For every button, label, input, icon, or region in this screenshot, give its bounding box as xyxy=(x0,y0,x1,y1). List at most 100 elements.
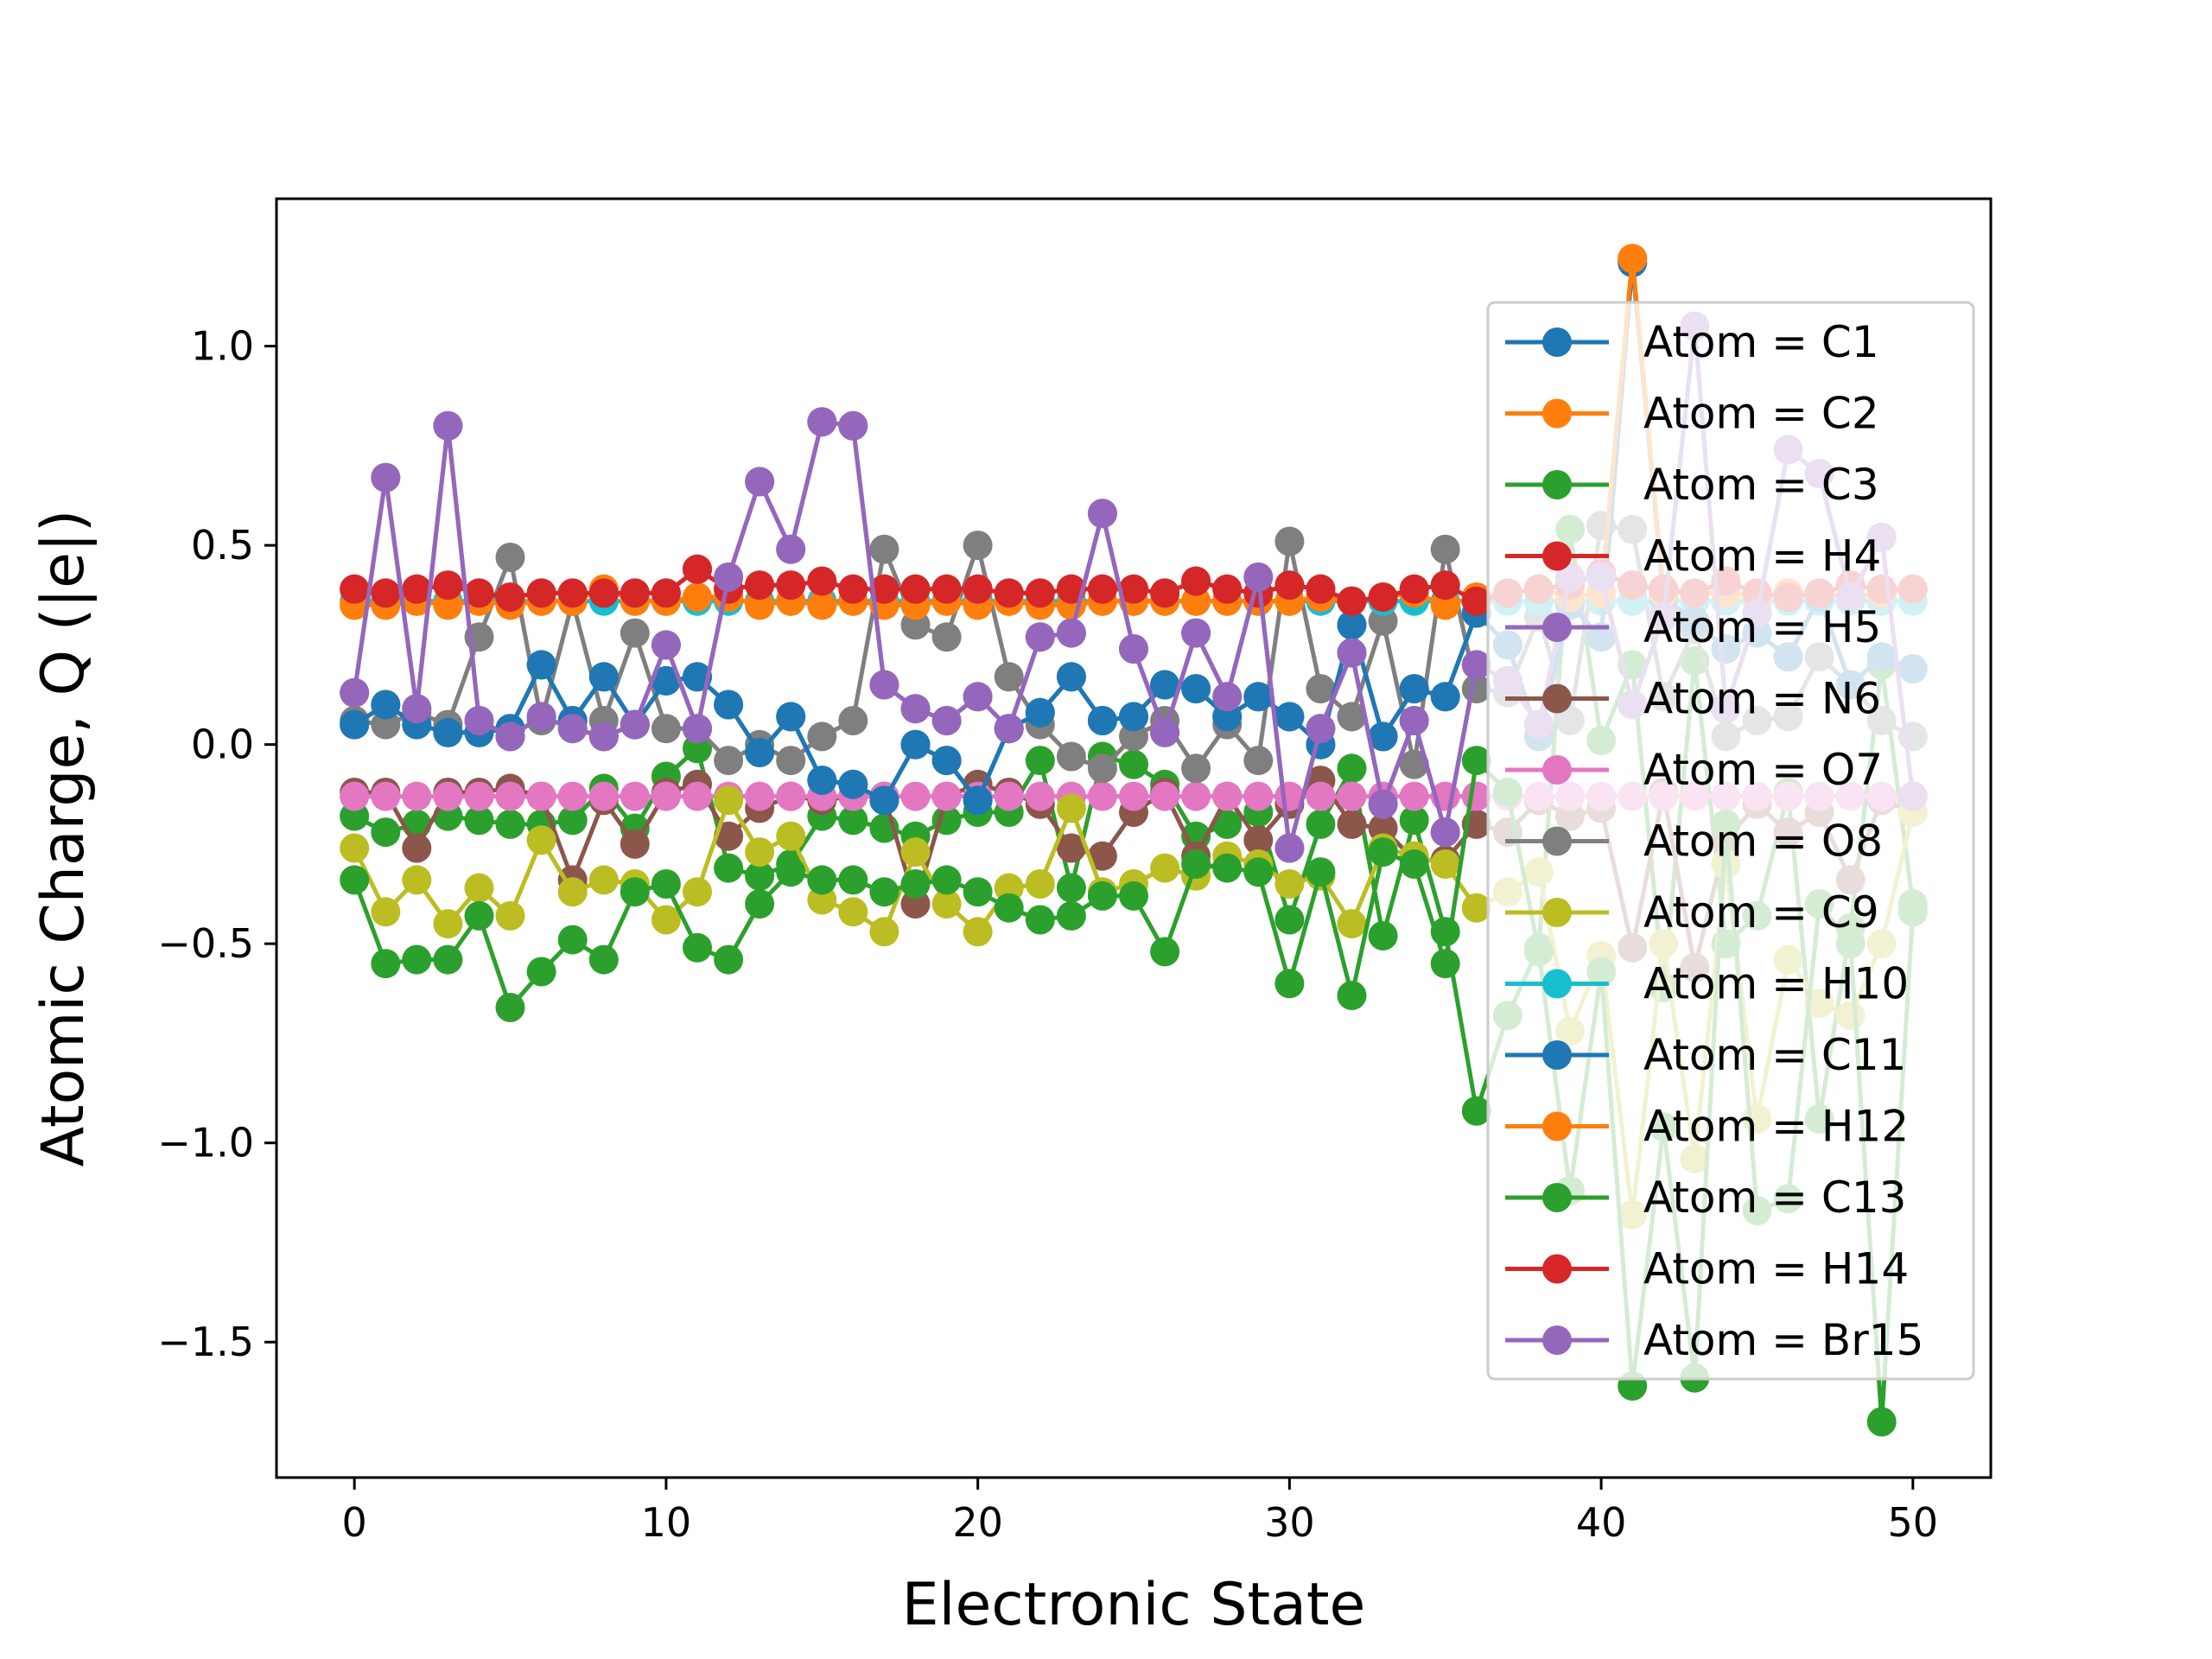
data-point xyxy=(620,618,650,648)
data-point xyxy=(1243,781,1274,811)
data-point xyxy=(1274,702,1305,732)
legend-marker xyxy=(1542,1254,1572,1284)
data-point xyxy=(994,781,1024,811)
data-point xyxy=(526,825,556,855)
data-point xyxy=(1119,749,1148,779)
data-point xyxy=(1399,574,1429,604)
data-point xyxy=(1150,670,1180,700)
data-point xyxy=(526,650,556,680)
data-point xyxy=(869,670,899,700)
data-point xyxy=(714,785,744,816)
legend-marker xyxy=(1542,1183,1572,1212)
data-point xyxy=(526,957,556,987)
data-point xyxy=(838,897,868,927)
y-axis-label: Atomic Charge, Q (|e|) xyxy=(29,510,98,1167)
legend-entry: Atom = C3 xyxy=(1505,460,1879,510)
data-point xyxy=(588,944,619,975)
data-point xyxy=(1181,781,1211,811)
data-point xyxy=(588,662,619,692)
data-point xyxy=(371,462,401,493)
data-point xyxy=(557,925,588,955)
data-point xyxy=(1430,949,1460,979)
y-tick-label: −1.5 xyxy=(157,1319,254,1365)
data-point xyxy=(402,694,432,724)
data-point xyxy=(495,809,525,839)
data-point xyxy=(464,805,494,836)
data-point xyxy=(402,833,432,863)
data-point xyxy=(495,721,525,752)
x-axis: 0 10 20 30 40 50 xyxy=(342,1478,1939,1546)
data-point xyxy=(464,900,494,931)
legend-entry: Atom = H4 xyxy=(1505,531,1881,582)
x-tick-label: 50 xyxy=(1888,1499,1939,1546)
data-point xyxy=(1087,574,1117,604)
data-point xyxy=(807,407,837,437)
data-point xyxy=(340,677,370,708)
data-point xyxy=(1087,499,1117,529)
data-point xyxy=(433,570,463,601)
data-point xyxy=(776,857,806,887)
legend-label: Atom = Br15 xyxy=(1643,1315,1923,1365)
data-point xyxy=(1399,849,1429,879)
data-point xyxy=(1025,781,1055,811)
legend-label: Atom = O8 xyxy=(1643,817,1883,867)
data-point xyxy=(745,570,775,601)
data-point xyxy=(557,877,588,907)
data-point xyxy=(1337,586,1367,616)
data-point xyxy=(340,865,370,895)
data-point xyxy=(1243,857,1274,887)
data-point xyxy=(683,554,712,584)
legend-marker xyxy=(1542,541,1572,571)
data-point xyxy=(1337,981,1367,1011)
y-tick-label: −0.5 xyxy=(157,920,254,967)
data-point xyxy=(557,578,588,608)
data-point xyxy=(1181,849,1211,879)
data-point xyxy=(869,534,899,564)
data-point xyxy=(900,574,931,604)
data-point xyxy=(931,865,962,895)
data-point xyxy=(495,582,525,613)
legend-label: Atom = C2 xyxy=(1643,389,1879,439)
data-point xyxy=(651,630,681,660)
data-point xyxy=(588,865,619,895)
data-point xyxy=(526,702,556,732)
data-point xyxy=(1212,682,1243,712)
data-point xyxy=(838,805,868,836)
data-point xyxy=(1056,793,1086,823)
data-point xyxy=(371,781,401,811)
data-point xyxy=(714,690,744,720)
data-point xyxy=(900,869,931,899)
y-tick-label: 0.0 xyxy=(191,721,254,768)
data-point xyxy=(745,861,775,891)
data-point xyxy=(838,574,868,604)
legend-entry: Atom = H10 xyxy=(1505,959,1909,1009)
legend-marker xyxy=(1542,1040,1572,1070)
x-tick-label: 30 xyxy=(1264,1499,1315,1546)
data-point xyxy=(931,622,962,652)
data-point xyxy=(1212,853,1243,883)
data-point xyxy=(1243,825,1274,855)
data-point xyxy=(1025,578,1055,608)
legend-entry: Atom = C2 xyxy=(1505,389,1879,439)
data-point xyxy=(464,578,494,608)
data-point xyxy=(1056,618,1086,648)
data-point xyxy=(1087,880,1117,911)
data-point xyxy=(1866,1407,1897,1437)
data-point xyxy=(994,714,1024,744)
data-point xyxy=(900,781,931,811)
legend-entry: Atom = H14 xyxy=(1505,1244,1909,1294)
legend-entry: Atom = H5 xyxy=(1505,602,1881,652)
data-point xyxy=(588,721,619,752)
data-point xyxy=(807,865,837,895)
data-point xyxy=(1337,809,1367,839)
data-point xyxy=(994,893,1024,923)
data-point xyxy=(994,578,1024,608)
x-tick-label: 20 xyxy=(952,1499,1003,1546)
data-point xyxy=(433,909,463,939)
data-point xyxy=(869,877,899,907)
data-point xyxy=(1337,610,1367,640)
data-point xyxy=(1150,781,1180,811)
data-point xyxy=(1181,753,1211,784)
data-point xyxy=(963,785,993,816)
